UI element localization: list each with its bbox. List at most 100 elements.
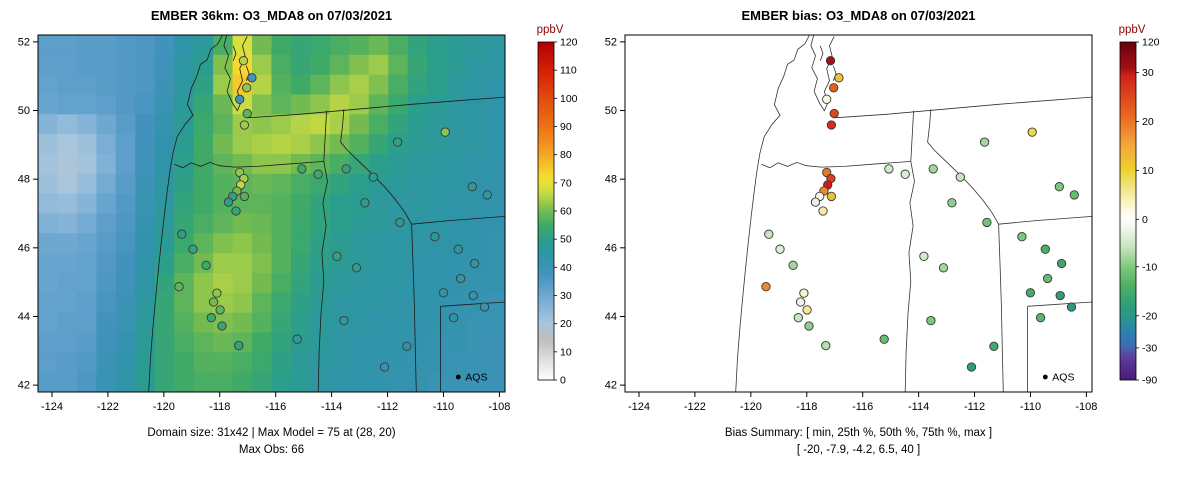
island-2 [245, 65, 250, 81]
svg-text:ppbV: ppbV [1119, 24, 1146, 36]
svg-text:-118: -118 [209, 401, 230, 413]
mt-wy-border [411, 216, 506, 225]
id-wy-border [998, 224, 1004, 393]
aqs-site-point [826, 120, 837, 130]
svg-text:52: 52 [605, 36, 617, 48]
svg-text:-120: -120 [740, 401, 762, 413]
aqs-site-point [297, 164, 307, 174]
aqs-site-point [188, 244, 198, 254]
island-1 [232, 45, 237, 61]
svg-text:-30: -30 [1142, 342, 1157, 354]
aqs-site-point [482, 190, 492, 200]
aqs-site-point [174, 282, 184, 292]
aqs-site-point [775, 244, 785, 254]
canada-border [247, 96, 506, 119]
svg-text:-108: -108 [488, 401, 510, 413]
aqs-site-point [339, 315, 349, 326]
svg-text:-108: -108 [1075, 401, 1097, 413]
aqs-site-point [206, 313, 216, 323]
svg-text:-114: -114 [908, 401, 929, 413]
aqs-site-point [825, 56, 836, 66]
aqs-site-point [360, 198, 370, 208]
aqs-site-point [1040, 244, 1050, 254]
aqs-legend: AQS [455, 372, 487, 384]
svg-text:AQS: AQS [465, 372, 487, 384]
aqs-site-point [341, 164, 351, 174]
svg-text:-20: -20 [1142, 310, 1157, 322]
aqs-site-point [467, 182, 477, 192]
aqs-site-point [238, 56, 249, 66]
svg-text:-124: -124 [41, 401, 63, 413]
aqs-legend-dot [455, 374, 461, 380]
aqs-site-point [1055, 290, 1065, 301]
aqs-site-points [761, 56, 1079, 372]
svg-text:44: 44 [18, 311, 30, 323]
svg-text:-112: -112 [964, 401, 985, 413]
aqs-site-point [242, 108, 252, 119]
svg-text:ppbV: ppbV [537, 24, 564, 36]
ut-wy-border-h [1027, 301, 1093, 307]
aqs-site-point [919, 251, 929, 261]
aqs-site-point [239, 191, 250, 202]
state-borders [735, 34, 1093, 393]
aqs-site-point [177, 229, 187, 239]
aqs-site-point [479, 302, 490, 312]
svg-text:0: 0 [560, 375, 566, 387]
aqs-site-point [313, 169, 323, 179]
aqs-site-point [966, 362, 977, 372]
aqs-site-point [440, 127, 450, 137]
aqs-legend-dot [1042, 374, 1048, 380]
svg-text:52: 52 [18, 36, 30, 48]
aqs-site-point [392, 137, 403, 147]
svg-text:42: 42 [605, 380, 617, 392]
aqs-site-point [351, 263, 362, 273]
aqs-site-point [947, 198, 957, 208]
aqs-site-point [332, 251, 342, 261]
svg-text:46: 46 [18, 242, 30, 254]
svg-text:-114: -114 [321, 401, 342, 413]
colorbar: 120 30 20 10 0 -10 -20 -30 -90 ppbV [1119, 24, 1160, 387]
aqs-site-point [829, 83, 839, 93]
id-mt-border [340, 109, 412, 225]
aqs-site-point [810, 197, 821, 207]
svg-text:-116: -116 [852, 401, 873, 413]
svg-text:-116: -116 [265, 401, 286, 413]
axes: -124 -122 -120 -118 -116 -114 -112 -110 -108 42 44… [18, 34, 510, 413]
svg-text:-122: -122 [684, 401, 706, 413]
aqs-site-point [379, 362, 390, 372]
svg-text:-124: -124 [628, 401, 650, 413]
svg-text:-112: -112 [377, 401, 398, 413]
aqs-site-point [788, 260, 798, 270]
aqs-site-point [955, 172, 965, 182]
svg-text:-110: -110 [1020, 401, 1041, 413]
aqs-site-point [926, 315, 936, 326]
aqs-site-point [821, 340, 831, 351]
aqs-site-point [1027, 127, 1037, 137]
svg-text:80: 80 [560, 149, 572, 161]
island-1 [819, 45, 824, 61]
canada-border [834, 96, 1093, 119]
aqs-site-point [1042, 273, 1053, 284]
aqs-site-point [292, 334, 302, 344]
aqs-site-point [879, 334, 889, 344]
aqs-site-point [215, 305, 225, 315]
svg-text:46: 46 [605, 242, 617, 254]
plot-box [624, 34, 1093, 393]
domain-size-caption: Domain size: 31x42 | Max Model = 75 at (… [147, 427, 396, 439]
aqs-site-point [208, 297, 219, 307]
svg-text:70: 70 [560, 177, 572, 189]
aqs-site-point [1054, 182, 1064, 192]
aqs-site-point [448, 313, 459, 323]
svg-text:0: 0 [1142, 214, 1148, 226]
aqs-site-point [201, 260, 211, 270]
aqs-site-point [468, 290, 478, 301]
wa-id-border [910, 110, 914, 162]
aqs-site-point [826, 191, 837, 202]
aqs-site-point [234, 340, 244, 351]
bias-scatter-map: -124 -122 -120 -118 -116 -114 -112 -110 -108 42 44… [605, 24, 1160, 413]
left-panel-title: EMBER 36km: O3_MDA8 on 07/03/2021 [150, 8, 393, 23]
aqs-site-point [438, 288, 449, 298]
aqs-site-point [804, 321, 814, 331]
svg-text:40: 40 [560, 262, 572, 274]
svg-text:48: 48 [18, 174, 30, 186]
